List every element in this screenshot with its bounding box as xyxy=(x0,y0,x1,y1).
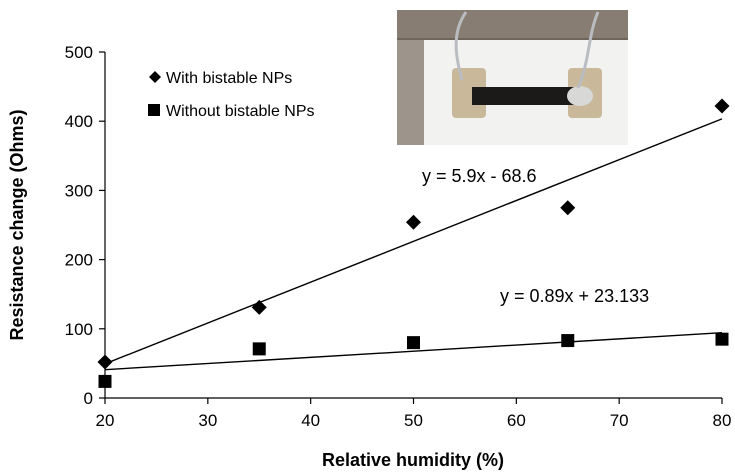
sensor-device-photo xyxy=(397,10,628,145)
data-point-with-nps xyxy=(97,354,113,370)
x-tick-label: 70 xyxy=(610,411,629,430)
data-point-with-nps xyxy=(251,299,267,315)
legend-marker-diamond xyxy=(149,71,161,83)
data-point-without-nps xyxy=(407,336,420,350)
trendline-with-nps xyxy=(104,118,723,365)
y-tick-label: 400 xyxy=(65,112,93,131)
x-tick-label: 40 xyxy=(301,411,320,430)
y-tick-label: 0 xyxy=(84,389,93,408)
data-point-with-nps xyxy=(560,200,576,216)
legend: With bistable NPs Without bistable NPs xyxy=(148,70,315,120)
y-tick-label: 100 xyxy=(65,320,93,339)
data-point-without-nps xyxy=(98,374,112,388)
data-point-with-nps xyxy=(714,98,730,114)
data-point-with-nps xyxy=(406,214,421,230)
trendline-equation-without-nps: y = 0.89x + 23.133 xyxy=(500,286,649,306)
legend-marker-square xyxy=(148,104,160,116)
x-axis-title: Relative humidity (%) xyxy=(322,450,504,470)
y-tick-label: 300 xyxy=(65,181,93,200)
x-tick-label: 20 xyxy=(96,411,115,430)
y-tick-label: 200 xyxy=(65,251,93,270)
data-point-without-nps xyxy=(715,332,729,346)
legend-label-without-nps: Without bistable NPs xyxy=(166,103,315,120)
x-tick-label: 60 xyxy=(507,411,526,430)
y-axis-title: Resistance change (Ohms) xyxy=(7,109,27,340)
x-tick-label: 30 xyxy=(198,411,217,430)
data-point-without-nps xyxy=(561,334,575,348)
y-tick-label: 500 xyxy=(65,43,93,62)
data-point-without-nps xyxy=(252,342,266,356)
trendline-without-nps xyxy=(104,332,723,371)
x-tick-label: 50 xyxy=(404,411,423,430)
trendline-equation-with-nps: y = 5.9x - 68.6 xyxy=(422,166,537,186)
legend-label-with-nps: With bistable NPs xyxy=(166,70,292,87)
x-tick-label: 80 xyxy=(713,411,732,430)
